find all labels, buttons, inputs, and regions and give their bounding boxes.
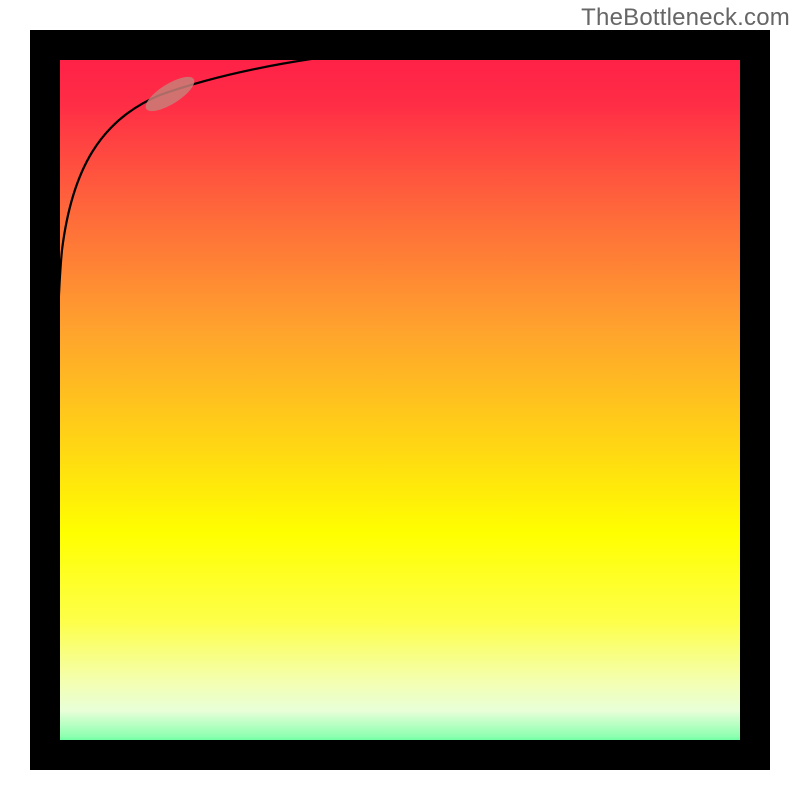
plot-background xyxy=(30,30,770,770)
watermark-text: TheBottleneck.com xyxy=(581,4,790,32)
bottleneck-chart xyxy=(0,0,800,800)
chart-container: TheBottleneck.com xyxy=(0,0,800,800)
